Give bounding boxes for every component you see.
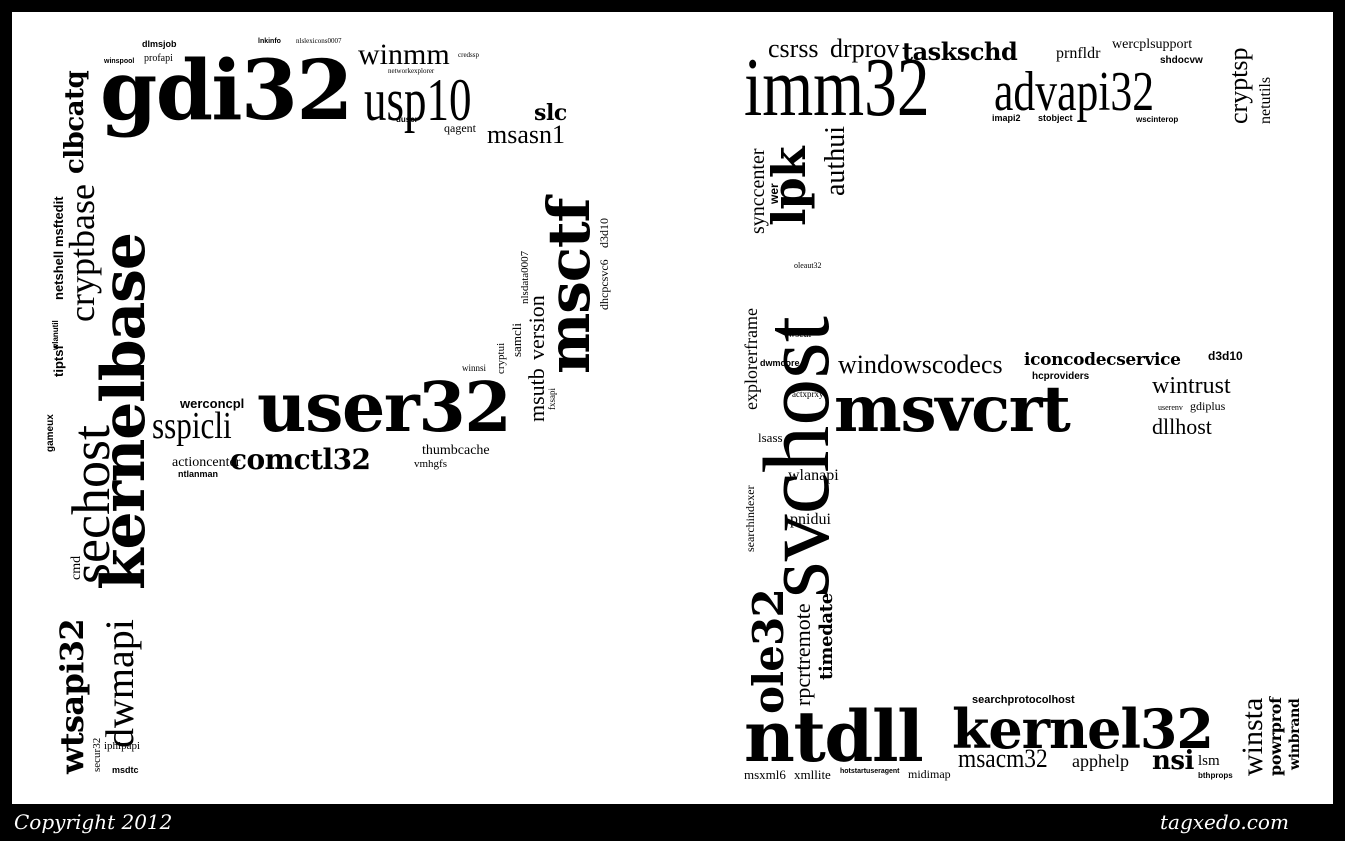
word-pnidui: pnidui bbox=[790, 511, 831, 528]
word-msdtc: msdtc bbox=[112, 765, 139, 775]
word-version: version bbox=[524, 295, 549, 360]
word-networkexplorer: networkexplorer bbox=[388, 67, 435, 75]
word-synccenter: synccenter bbox=[747, 148, 769, 234]
tag-cloud-canvas: gdi32 kernelbase user32 msctf comctl32 u… bbox=[12, 12, 1333, 804]
word-windowscodecs: windowscodecs bbox=[838, 350, 1003, 379]
word-winmm: winmm bbox=[358, 38, 450, 71]
word-netutils: netutils bbox=[1257, 76, 1274, 124]
word-msasn1: msasn1 bbox=[487, 120, 565, 149]
word-comctl32: comctl32 bbox=[230, 443, 371, 476]
word-actxprxy: actxprxy bbox=[792, 389, 824, 399]
word-lsass: lsass bbox=[758, 430, 783, 445]
word-taskschd: taskschd bbox=[902, 37, 1018, 66]
word-wer: wer bbox=[767, 183, 781, 204]
word-rpcrtremote: rpcrtremote bbox=[790, 603, 815, 706]
word-fxsapi: fxsapi bbox=[547, 388, 557, 410]
word-winspool: winspool bbox=[104, 58, 135, 65]
word-wlanutil: wlanutil bbox=[51, 320, 60, 350]
word-gdiplus: gdiplus bbox=[1190, 399, 1226, 413]
word-dllhost: dllhost bbox=[1152, 414, 1212, 439]
word-explorerframe: explorerframe bbox=[741, 308, 761, 410]
word-bthprops: bthprops bbox=[1198, 771, 1233, 780]
word-winbrand: winbrand bbox=[1287, 698, 1303, 770]
word-d3d10-left: d3d10 bbox=[597, 218, 611, 248]
word-powrprof: powrprof bbox=[1266, 697, 1285, 776]
word-dwmapi: dwmapi bbox=[97, 619, 142, 748]
word-drprov: drprov bbox=[830, 34, 900, 63]
word-cryptbase: cryptbase bbox=[62, 184, 102, 322]
word-midimap: midimap bbox=[908, 767, 951, 781]
word-csrss: csrss bbox=[768, 34, 819, 63]
word-d3d10-right: d3d10 bbox=[1208, 349, 1243, 363]
word-usp10: usp10 bbox=[364, 67, 472, 133]
word-hcproviders: hcproviders bbox=[1032, 371, 1090, 382]
word-cryptui: cryptui bbox=[495, 342, 507, 374]
word-lsm: lsm bbox=[1198, 753, 1220, 769]
word-wlanapi: wlanapi bbox=[788, 467, 839, 484]
word-iphlpapi: iphlpapi bbox=[104, 740, 141, 752]
word-werconcpl: werconcpl bbox=[180, 396, 245, 411]
word-oleaut32: oleaut32 bbox=[794, 261, 822, 270]
word-qagent: qagent bbox=[444, 121, 476, 135]
word-dhcpcsvc6: dhcpcsvc6 bbox=[597, 259, 611, 310]
word-apphelp: apphelp bbox=[1072, 751, 1129, 771]
word-searchindexer: searchindexer bbox=[743, 485, 757, 552]
word-cryptsp: cryptsp bbox=[1224, 47, 1253, 124]
word-thumbcache: thumbcache bbox=[422, 443, 490, 458]
word-shdocvw: shdocvw bbox=[1160, 55, 1203, 66]
word-userenv: userenv bbox=[1158, 403, 1183, 412]
word-profapi: profapi bbox=[144, 53, 173, 64]
word-secur32: secur32 bbox=[91, 737, 103, 772]
word-msxml6: msxml6 bbox=[744, 767, 786, 782]
word-hotstartuseragent: hotstartuseragent bbox=[840, 768, 900, 775]
word-lnkinfo: lnkinfo bbox=[258, 38, 281, 45]
word-vmhgfs: vmhgfs bbox=[414, 458, 447, 470]
word-wtsapi32: wtsapi32 bbox=[53, 618, 91, 774]
word-msutb: msutb bbox=[524, 368, 549, 422]
copyright-text: Copyright 2012 bbox=[14, 810, 173, 834]
word-actioncenter: actioncenter bbox=[172, 455, 241, 470]
word-nlsdata0007: nlsdata0007 bbox=[519, 250, 531, 304]
word-netshell: netshell bbox=[51, 250, 66, 300]
word-samcli: samcli bbox=[509, 323, 524, 357]
word-winsta: winsta bbox=[1236, 697, 1269, 776]
word-ntdll: ntdll bbox=[744, 695, 924, 778]
word-winnsi: winnsi bbox=[462, 363, 487, 373]
word-wscui: wscui bbox=[788, 329, 812, 340]
word-duser: duser bbox=[396, 115, 418, 124]
word-dlmsjob: dlmsjob bbox=[142, 39, 177, 49]
word-gdi32: gdi32 bbox=[100, 43, 353, 139]
word-clbcatq: clbcatq bbox=[60, 70, 90, 174]
word-timedate: timedate bbox=[816, 593, 837, 680]
word-user32: user32 bbox=[257, 368, 512, 448]
word-imm32: imm32 bbox=[744, 41, 930, 134]
word-prnfldr: prnfldr bbox=[1056, 45, 1101, 62]
word-stobject: stobject bbox=[1038, 113, 1073, 123]
word-credssp: credssp bbox=[458, 51, 479, 59]
word-nlslexicons: nlslexicons0007 bbox=[296, 37, 342, 45]
word-cmd: cmd bbox=[69, 555, 84, 580]
word-wscinterop: wscinterop bbox=[1136, 115, 1179, 124]
word-slc: slc bbox=[534, 100, 567, 126]
word-gameux: gameux bbox=[45, 414, 56, 452]
word-kernel32: kernel32 bbox=[952, 697, 1214, 761]
word-ntlanman: ntlanman bbox=[178, 469, 219, 479]
word-advapi32: advapi32 bbox=[994, 61, 1155, 123]
word-wintrust: wintrust bbox=[1152, 373, 1231, 399]
word-searchprotocolhost: searchprotocolhost bbox=[972, 694, 1075, 706]
word-dwmcore: dwmcore bbox=[760, 358, 800, 368]
word-wercplsupport: wercplsupport bbox=[1112, 37, 1193, 52]
word-authui: authui bbox=[820, 126, 851, 196]
word-xmllite: xmllite bbox=[794, 767, 831, 782]
word-msftedit: msftedit bbox=[51, 196, 66, 247]
site-credit: tagxedo.com bbox=[1160, 810, 1289, 834]
word-nsi: nsi bbox=[1152, 746, 1194, 776]
word-msvcrt: msvcrt bbox=[834, 372, 1071, 447]
word-imapi2: imapi2 bbox=[992, 113, 1021, 123]
word-sspicli: sspicli bbox=[152, 405, 232, 447]
word-msacm32: msacm32 bbox=[958, 744, 1048, 773]
word-iconcodecservice: iconcodecservice bbox=[1024, 350, 1181, 370]
